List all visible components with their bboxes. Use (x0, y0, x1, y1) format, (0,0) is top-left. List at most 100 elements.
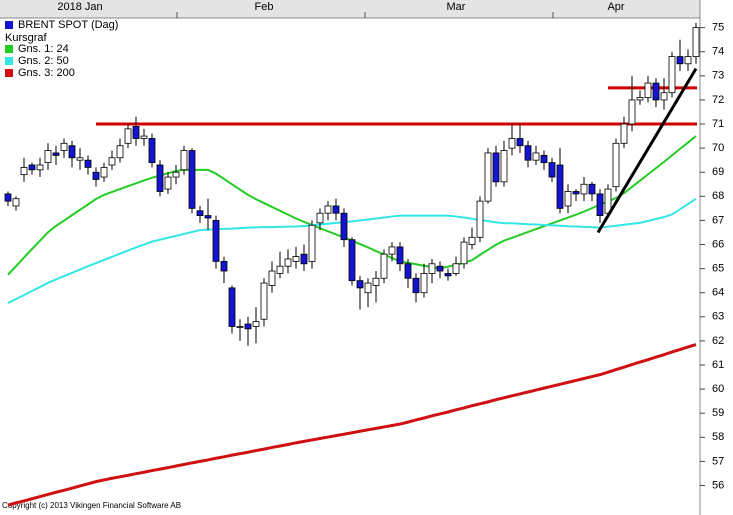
candle-body (268, 270, 276, 286)
candle-body (548, 162, 556, 178)
candle-body (260, 282, 268, 320)
candle-body (68, 145, 76, 159)
y-tick-label: 56 (712, 479, 724, 491)
candle-body (76, 157, 84, 161)
y-tick-label: 64 (712, 287, 724, 299)
candle-body (276, 265, 284, 274)
candle-body (164, 176, 172, 190)
y-tick-label: 72 (712, 94, 724, 106)
x-tick-label: Mar (447, 1, 466, 13)
candle-body (628, 99, 636, 125)
candle-body (668, 56, 676, 94)
legend-label: Gns. 1: 24 (18, 43, 69, 55)
legend-label: Gns. 2: 50 (18, 55, 69, 67)
candle-body (428, 263, 436, 274)
candle-body (556, 164, 564, 209)
candle-body (4, 193, 12, 202)
legend-swatch (5, 69, 13, 77)
candle-body (692, 27, 700, 57)
candle-body (36, 164, 44, 171)
candle-body (396, 246, 404, 265)
candle-body (476, 200, 484, 238)
moving-average (7, 343, 697, 507)
candle-body (52, 152, 60, 156)
candle-body (596, 193, 604, 217)
x-tick-label: Apr (607, 1, 624, 13)
legend-label: Gns. 3: 200 (18, 67, 75, 79)
candle-body (564, 191, 572, 207)
candle-body (180, 150, 188, 171)
candle-body (340, 212, 348, 241)
candle-body (28, 164, 36, 171)
candle-body (108, 157, 116, 166)
legend-note: Kursgraf (5, 32, 48, 44)
candle-body (484, 152, 492, 202)
candle-body (620, 123, 628, 144)
legend-label: BRENT SPOT (Dag) (18, 19, 118, 31)
candle-body (388, 246, 396, 255)
legend-swatch (5, 57, 13, 65)
candle-body (100, 167, 108, 178)
candle-body (84, 159, 92, 168)
candle-body (236, 326, 244, 328)
candle-body (172, 171, 180, 178)
candle-body (444, 273, 452, 277)
x-tick-label: 2018 Jan (57, 1, 102, 13)
y-tick-label: 68 (712, 190, 724, 202)
candle-body (92, 171, 100, 180)
candle-body (348, 239, 356, 282)
candle-body (252, 321, 260, 327)
candle-body (324, 205, 332, 214)
y-tick-label: 58 (712, 431, 724, 443)
y-tick-label: 71 (712, 118, 724, 130)
candle-body (332, 205, 340, 214)
candle-body (204, 215, 212, 219)
candle-body (468, 236, 476, 245)
y-tick-label: 60 (712, 383, 724, 395)
candle-body (532, 152, 540, 161)
candle-body (156, 164, 164, 192)
trend-line (596, 67, 698, 234)
candle-body (540, 154, 548, 163)
candle-body (420, 273, 428, 294)
moving-average (7, 197, 697, 304)
y-tick-label: 59 (712, 407, 724, 419)
candle-body (404, 263, 412, 279)
y-tick-label: 62 (712, 335, 724, 347)
y-tick-label: 57 (712, 455, 724, 467)
candle-body (508, 138, 516, 149)
y-tick-label: 61 (712, 359, 724, 371)
candle-body (212, 220, 220, 262)
candle-body (124, 128, 132, 144)
candle-body (516, 138, 524, 147)
candle-body (452, 263, 460, 274)
candle-body (460, 241, 468, 265)
candle-body (572, 191, 580, 195)
candle-body (44, 150, 52, 163)
candle-body (60, 142, 68, 151)
candle-body (380, 253, 388, 279)
legend-swatch (5, 21, 13, 29)
candle-body (436, 265, 444, 272)
y-tick-label: 66 (712, 238, 724, 250)
y-tick-label: 65 (712, 263, 724, 275)
candle-body (372, 277, 380, 286)
candle-body (116, 145, 124, 159)
candle-body (364, 282, 372, 294)
candle-body (356, 280, 364, 289)
candle-body (412, 277, 420, 294)
y-tick-label: 69 (712, 166, 724, 178)
candle-body (580, 183, 588, 195)
copyright: Copyright (c) 2013 Vikingen Financial So… (2, 501, 181, 510)
candle-body (652, 82, 660, 101)
candle-body (292, 256, 300, 262)
candle-body (524, 145, 532, 161)
y-tick-label: 70 (712, 142, 724, 154)
x-tick-label: Feb (255, 1, 274, 13)
y-tick-label: 73 (712, 70, 724, 82)
candle-body (244, 323, 252, 330)
candle-body (612, 142, 620, 188)
candle-body (684, 56, 692, 65)
candle-body (148, 138, 156, 163)
